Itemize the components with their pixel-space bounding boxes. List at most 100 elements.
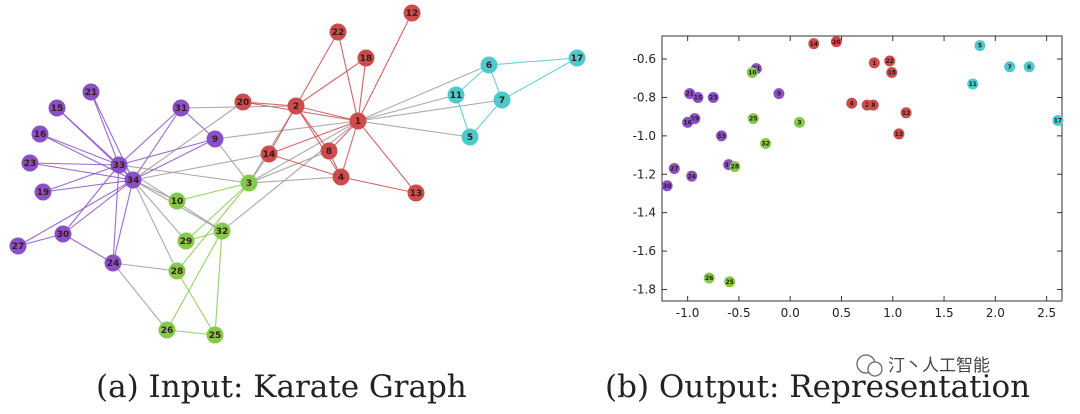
graph-node xyxy=(168,192,186,210)
y-tick-label: -1.4 xyxy=(633,206,656,220)
graph-edge xyxy=(501,57,578,101)
scatter-point xyxy=(808,38,820,50)
graph-node-label: 9 xyxy=(212,135,218,145)
scatter-point xyxy=(684,88,696,100)
graph-edge xyxy=(340,120,359,178)
graph-edge xyxy=(214,120,359,140)
graph-node xyxy=(447,86,465,104)
y-tick-label: -1.0 xyxy=(633,129,656,143)
caption-left: (a) Input: Karate Graph xyxy=(96,369,467,405)
scatter-point-label: 3 xyxy=(797,120,801,127)
scatter-point-label: 16 xyxy=(683,120,691,127)
graph-edge xyxy=(176,182,250,202)
graph-edge xyxy=(357,64,490,122)
graph-edge xyxy=(268,120,359,155)
graph-edge xyxy=(268,153,342,178)
graph-edge xyxy=(185,182,250,242)
graph-edge xyxy=(221,120,359,232)
graph-node xyxy=(349,112,367,130)
x-tick-label: 2.5 xyxy=(1037,306,1056,320)
scatter-point xyxy=(1004,61,1016,73)
scatter-point-label: 25 xyxy=(726,279,734,286)
scatter-point-label: 10 xyxy=(748,70,756,77)
graph-node-label: 17 xyxy=(571,54,584,64)
graph-edge xyxy=(112,262,178,272)
scatter-point xyxy=(868,57,880,69)
graph-node xyxy=(104,254,122,272)
graph-edge xyxy=(118,138,216,166)
graph-node-label: 5 xyxy=(467,133,473,143)
graph-edge xyxy=(488,57,578,66)
graph-edge xyxy=(357,99,503,122)
scatter-point-label: 8 xyxy=(871,102,875,109)
graph-node-label: 32 xyxy=(216,227,229,237)
graph-node xyxy=(568,49,586,67)
scatter-point-label: 21 xyxy=(686,91,694,98)
scatter-point-label: 5 xyxy=(978,43,982,50)
graph-node xyxy=(54,225,72,243)
scatter-point-label: 1 xyxy=(872,60,876,67)
graph-node xyxy=(34,183,52,201)
graph-edge xyxy=(29,162,120,166)
watermark-text: 汀丶人工智能 xyxy=(888,356,990,376)
scatter-point xyxy=(692,91,704,103)
graph-edge xyxy=(132,179,187,242)
graph-node xyxy=(158,321,176,339)
graph-edge xyxy=(132,138,216,181)
graph-node xyxy=(48,99,66,117)
graph-edge xyxy=(62,164,120,235)
scatter-point-label: 12 xyxy=(902,110,910,117)
graph-node xyxy=(493,91,511,109)
graph-node-label: 31 xyxy=(175,104,188,114)
graph-node-label: 16 xyxy=(34,130,47,140)
graph-edge xyxy=(132,107,182,181)
graph-edge xyxy=(340,176,417,194)
graph-edge xyxy=(248,120,359,184)
y-tick-label: -0.6 xyxy=(633,52,656,66)
graph-edge xyxy=(29,162,134,181)
x-tick-label: 1.0 xyxy=(883,306,902,320)
scatter-point xyxy=(724,276,736,288)
wechat-icon-small xyxy=(867,361,883,377)
graph-node-label: 15 xyxy=(51,104,64,114)
scatter-point-label: 28 xyxy=(731,164,739,171)
graph-node xyxy=(82,83,100,101)
scatter-point-label: 30 xyxy=(663,183,671,190)
scatter-point-label: 6 xyxy=(1027,64,1031,71)
graph-node-label: 25 xyxy=(209,331,222,341)
graph-edge xyxy=(268,105,297,155)
scatter-point xyxy=(886,66,898,78)
x-tick-label: 1.5 xyxy=(935,306,954,320)
scatter-point xyxy=(974,40,986,52)
graph-node xyxy=(329,23,347,41)
graph-node xyxy=(240,174,258,192)
graph-node xyxy=(357,49,375,67)
graph-node xyxy=(124,171,142,189)
graph-edge xyxy=(166,230,223,331)
graph-edge xyxy=(295,57,367,107)
graph-edge xyxy=(62,233,114,264)
graph-node-label: 20 xyxy=(237,98,250,108)
scatter-point xyxy=(900,107,912,119)
graph-node-label: 29 xyxy=(180,237,193,247)
scatter-point xyxy=(846,97,858,109)
graph-edge xyxy=(62,179,134,235)
y-tick-label: -1.6 xyxy=(633,244,656,258)
graph-node-label: 18 xyxy=(360,54,373,64)
scatter-point xyxy=(707,91,719,103)
graph-edge xyxy=(248,150,330,184)
scatter-point-label: 13 xyxy=(895,131,903,138)
graph-node-label: 6 xyxy=(486,61,492,71)
scatter-point xyxy=(1023,61,1035,73)
scatter-point-label: 33 xyxy=(717,133,725,140)
graph-edge xyxy=(295,105,359,122)
graph-node xyxy=(320,142,338,160)
graph-node xyxy=(332,168,350,186)
scatter-point-label: 15 xyxy=(694,95,702,102)
graph-edge xyxy=(295,105,330,152)
scatter-point-label: 2 xyxy=(865,102,869,109)
graph-edge xyxy=(132,101,244,181)
graph-node xyxy=(480,56,498,74)
scatter-point xyxy=(793,116,805,128)
